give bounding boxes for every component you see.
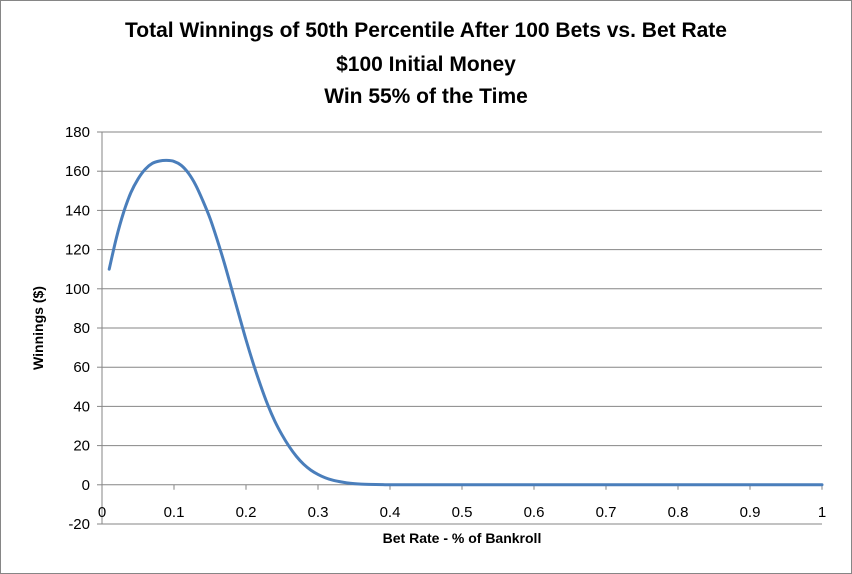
x-axis-title: Bet Rate - % of Bankroll <box>383 530 542 546</box>
x-tick-label: 0.8 <box>668 504 689 521</box>
x-tick-label: 0.9 <box>740 504 761 521</box>
x-tick-label: 0.3 <box>308 504 329 521</box>
y-tick-label: 140 <box>65 202 90 219</box>
gridlines <box>102 131 822 525</box>
series-line <box>107 158 824 487</box>
x-tick-label: 0.5 <box>452 504 473 521</box>
y-tick-label: 180 <box>65 124 90 141</box>
chart-title-line-1: Total Winnings of 50th Percentile After … <box>125 19 727 42</box>
y-axis-title: Winnings ($) <box>30 286 46 370</box>
y-tick-label: 80 <box>73 320 90 337</box>
chart-title-line-2: $100 Initial Money <box>336 53 516 76</box>
x-tick-labels: 0 0.1 0.2 0.3 0.4 0.5 0.6 0.7 0.8 0.9 1 <box>98 504 826 521</box>
y-tick-labels: -20 0 20 40 60 80 100 120 140 160 180 <box>65 124 90 533</box>
x-tick-label: 0.2 <box>236 504 257 521</box>
data-series <box>107 158 824 487</box>
y-tick-label: 40 <box>73 398 90 415</box>
chart-title-line-3: Win 55% of the Time <box>324 85 528 108</box>
x-tick-label: 1 <box>818 504 826 521</box>
y-tick-label: 0 <box>82 477 90 494</box>
y-tick-label: -20 <box>68 516 90 533</box>
x-tick-label: 0.7 <box>596 504 617 521</box>
y-tick-label: 60 <box>73 359 90 376</box>
y-tick-label: 20 <box>73 438 90 455</box>
x-tick-label: 0.6 <box>524 504 545 521</box>
y-tick-label: 100 <box>65 281 90 298</box>
x-tick-label: 0.4 <box>380 504 401 521</box>
y-tick-label: 120 <box>65 242 90 259</box>
y-tick-label: 160 <box>65 163 90 180</box>
x-tick-label: 0.1 <box>164 504 185 521</box>
x-tick-label: 0 <box>98 504 106 521</box>
